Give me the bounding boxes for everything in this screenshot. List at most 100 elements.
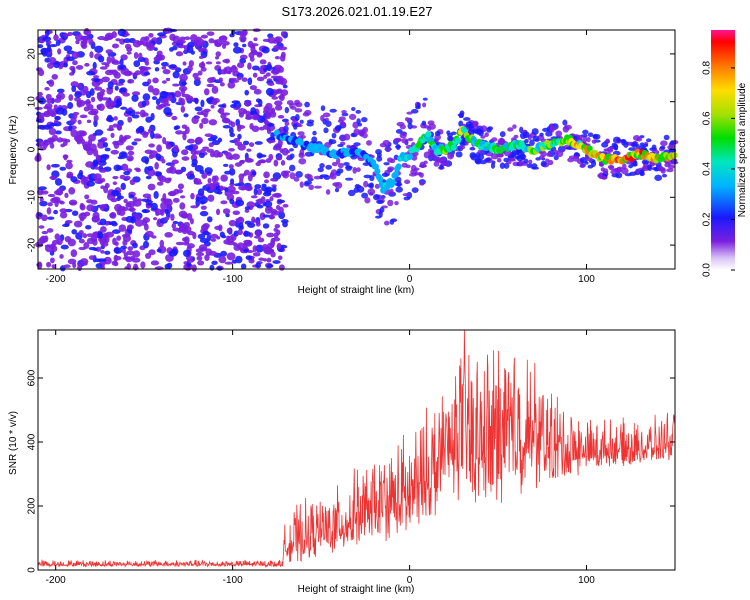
spectrogram-cell bbox=[516, 155, 524, 162]
spectrogram-cell bbox=[175, 241, 185, 246]
spectrogram-cell bbox=[158, 104, 167, 108]
spectrogram-cell bbox=[184, 145, 194, 151]
snr-xlabel: Height of straight line (km) bbox=[298, 584, 415, 595]
spectrogram-cell bbox=[363, 174, 372, 179]
spectrogram-cell bbox=[36, 67, 43, 72]
spectrogram-cell bbox=[138, 52, 143, 60]
spectrogram-cell bbox=[118, 224, 127, 232]
spectrogram-cell bbox=[141, 198, 150, 202]
spectrogram-cell bbox=[69, 65, 76, 71]
spectrogram-cell bbox=[272, 260, 281, 264]
spectrogram-cell bbox=[147, 85, 154, 93]
x-tick-label: 100 bbox=[578, 274, 595, 285]
spectrogram-cell bbox=[165, 112, 173, 116]
spectrogram-cell bbox=[274, 105, 283, 111]
spectrogram-cell bbox=[325, 120, 332, 128]
spectrogram-cell bbox=[659, 145, 666, 150]
spectrogram-cell bbox=[199, 210, 209, 217]
spectrogram-cell bbox=[174, 125, 181, 130]
spectrogram-cell bbox=[54, 130, 62, 135]
spectrogram-cell bbox=[253, 187, 258, 196]
spectrogram-cell bbox=[172, 197, 180, 203]
spectrogram-cell bbox=[439, 164, 444, 170]
spectrogram-cell bbox=[199, 122, 204, 129]
spectrogram-cell bbox=[282, 221, 288, 228]
spectrogram-cell bbox=[121, 163, 129, 171]
spectrogram-cell bbox=[526, 163, 533, 169]
spectrogram-cell bbox=[545, 158, 550, 163]
spectrogram-cell bbox=[216, 236, 221, 240]
spectrogram-cell bbox=[340, 120, 346, 128]
spectrogram-cell bbox=[96, 104, 102, 111]
spectrogram-cell bbox=[274, 100, 283, 106]
spectrogram-cell bbox=[182, 213, 189, 219]
spectrogram-cell bbox=[100, 250, 105, 254]
spectrogram-cell bbox=[247, 77, 253, 86]
spectrogram-cell bbox=[361, 192, 369, 199]
spectrogram-cell bbox=[256, 76, 265, 82]
spectrogram-cell bbox=[244, 157, 253, 163]
spectrogram-cell bbox=[97, 258, 107, 262]
spectrogram-cell bbox=[116, 235, 122, 241]
spectrogram-cell bbox=[192, 144, 199, 151]
spectrogram-cell bbox=[610, 169, 618, 175]
spectrogram-cell bbox=[132, 242, 138, 249]
spectrogram-cell bbox=[603, 168, 609, 174]
spectrogram-cell bbox=[37, 188, 44, 196]
spectrogram-cell bbox=[266, 232, 275, 238]
spectrogram-cell bbox=[313, 175, 322, 180]
spectrogram-cell bbox=[224, 187, 229, 192]
spectrogram-cell bbox=[248, 142, 255, 147]
spectrogram-cell bbox=[56, 188, 64, 196]
spectrogram-ridge-cell bbox=[406, 153, 413, 160]
spectrogram-cell bbox=[253, 88, 262, 95]
spectrogram-cell bbox=[181, 149, 189, 156]
spectrogram-cell bbox=[86, 204, 95, 212]
spectrogram-cell bbox=[406, 111, 413, 115]
spectrogram-cell bbox=[219, 231, 225, 238]
spectrogram-cell bbox=[120, 106, 127, 110]
spectrogram-cell bbox=[123, 38, 132, 44]
spectrogram-cell bbox=[269, 213, 274, 220]
spectrogram-cell bbox=[245, 255, 253, 261]
spectrogram-cell bbox=[239, 35, 247, 43]
spectrogram-cell bbox=[124, 43, 132, 50]
spectrogram-cell bbox=[265, 158, 272, 163]
spectrogram-cell bbox=[220, 200, 228, 205]
spectrogram-cell bbox=[325, 189, 331, 195]
spectrogram-cell bbox=[72, 60, 78, 66]
spectrogram-cell bbox=[356, 167, 361, 173]
spectrogram-cell bbox=[304, 180, 313, 185]
spectrogram-cell bbox=[184, 236, 190, 244]
spectrogram-cell bbox=[220, 250, 228, 257]
spectrogram-cell bbox=[171, 222, 177, 229]
spectrogram-cell bbox=[152, 88, 160, 96]
spectrogram-cell bbox=[108, 221, 114, 226]
spectrogram-cell bbox=[55, 94, 62, 99]
spectrogram-cell bbox=[270, 251, 276, 258]
spectrogram-cell bbox=[352, 167, 358, 174]
spectrogram-cell bbox=[162, 98, 169, 105]
spectrogram-cell bbox=[244, 99, 251, 107]
spectrogram-cell bbox=[117, 156, 124, 160]
spectrogram-cell bbox=[280, 160, 286, 166]
spectrogram-cell bbox=[85, 99, 91, 107]
spectrogram-cell bbox=[217, 104, 226, 108]
spectrogram-cell bbox=[351, 107, 356, 112]
spectrogram-cell bbox=[100, 226, 107, 233]
spectrogram-cell bbox=[148, 154, 154, 159]
spectrogram-cell bbox=[186, 45, 194, 54]
spectrogram-cell bbox=[165, 144, 172, 150]
spectrogram-cell bbox=[480, 135, 486, 139]
spectrogram-cell bbox=[124, 175, 131, 181]
spectrogram-cell bbox=[606, 146, 614, 153]
spectrogram-cell bbox=[193, 78, 201, 87]
spectrogram-cell bbox=[242, 43, 247, 48]
spectrogram-cell bbox=[261, 46, 270, 54]
y-tick-label: -10 bbox=[27, 190, 38, 205]
spectrogram-cell bbox=[99, 204, 108, 210]
spectrogram-cell bbox=[45, 93, 52, 101]
spectrogram-cell bbox=[121, 247, 126, 254]
spectrogram-cell bbox=[180, 87, 186, 96]
